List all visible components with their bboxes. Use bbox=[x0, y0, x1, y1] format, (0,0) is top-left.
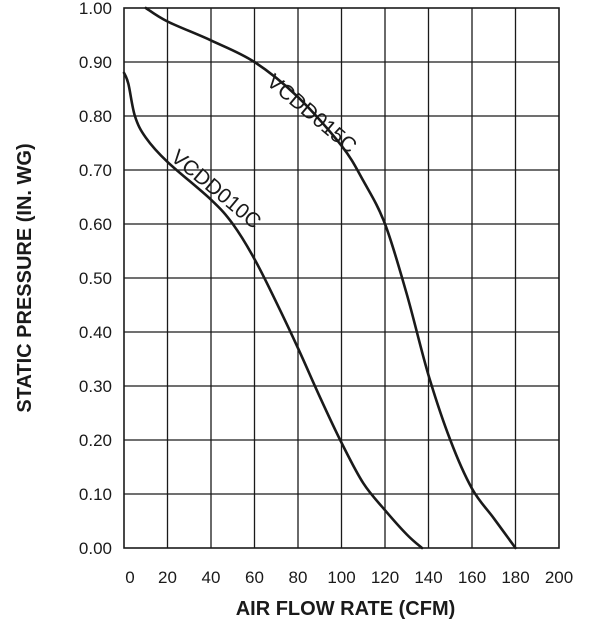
x-tick-label: 60 bbox=[245, 568, 264, 587]
y-tick-label: 0.10 bbox=[79, 485, 112, 504]
y-tick-label: 0.60 bbox=[79, 215, 112, 234]
x-tick-label: 40 bbox=[202, 568, 221, 587]
y-tick-label: 0.40 bbox=[79, 323, 112, 342]
y-tick-label: 1.00 bbox=[79, 0, 112, 18]
x-tick-label: 160 bbox=[458, 568, 486, 587]
x-tick-label: 100 bbox=[327, 568, 355, 587]
y-tick-label: 0.00 bbox=[79, 539, 112, 558]
y-tick-label: 0.70 bbox=[79, 161, 112, 180]
curve-layer bbox=[122, 6, 517, 550]
x-tick-label: 20 bbox=[158, 568, 177, 587]
label-layer: 0 20 40 60 80 100 120 140 160 180 200 0.00 0.10 0.20 0… bbox=[79, 0, 573, 587]
x-axis-title: AIR FLOW RATE (CFM) bbox=[236, 598, 456, 620]
y-tick-label: 0.20 bbox=[79, 431, 112, 450]
series-label-vcdd010c: VCDD010C bbox=[166, 145, 265, 233]
series-label-vcdd015c: VCDD015C bbox=[262, 70, 361, 158]
x-tick-label: 120 bbox=[371, 568, 399, 587]
x-tick-label: 140 bbox=[414, 568, 442, 587]
x-tick-label: 80 bbox=[289, 568, 308, 587]
y-tick-label: 0.30 bbox=[79, 377, 112, 396]
series-line-vcdd010c bbox=[122, 71, 424, 550]
x-tick-label: 200 bbox=[545, 568, 573, 587]
y-axis-title: STATIC PRESSURE (IN. WG) bbox=[14, 143, 36, 412]
x-tick-label: 0 bbox=[125, 568, 134, 587]
y-tick-label: 0.80 bbox=[79, 107, 112, 126]
plot-frame bbox=[123, 7, 560, 549]
series-line-vcdd015c bbox=[144, 6, 517, 550]
x-tick-label: 180 bbox=[501, 568, 529, 587]
y-tick-label: 0.90 bbox=[79, 53, 112, 72]
y-tick-label: 0.50 bbox=[79, 269, 112, 288]
grid-layer bbox=[124, 8, 559, 548]
